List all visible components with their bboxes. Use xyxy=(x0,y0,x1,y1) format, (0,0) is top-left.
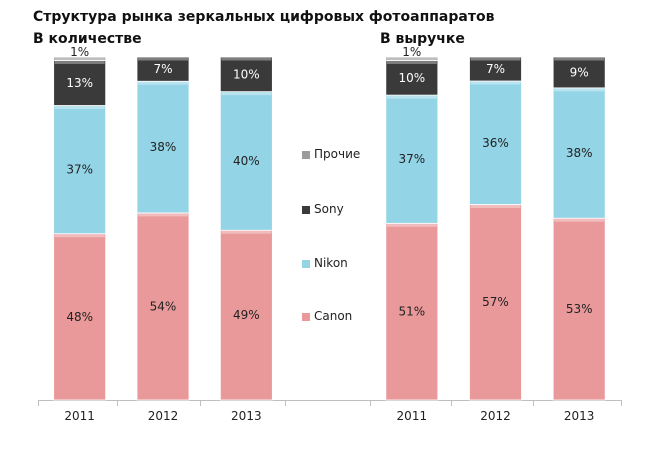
x-tick-label: 2012 xyxy=(148,409,179,423)
data-label: 40% xyxy=(233,154,260,168)
x-tick-label: 2011 xyxy=(64,409,95,423)
bar-segment-bevel xyxy=(470,57,521,61)
bar-segment-sony xyxy=(385,60,439,96)
bar-segment-nikon xyxy=(469,80,522,205)
bar-segment-sony xyxy=(53,60,107,106)
legend-swatch xyxy=(302,205,310,214)
bar-segment-bevel xyxy=(386,95,437,99)
legend-item: Прочие xyxy=(302,147,360,161)
x-tick-label: 2012 xyxy=(480,409,511,423)
bar-segment-bevel xyxy=(386,223,437,227)
bar-segment-bevel xyxy=(470,204,521,208)
bar-segment-canon xyxy=(136,212,190,401)
bar-segment-canon xyxy=(385,222,439,401)
bar-segment-bevel xyxy=(138,81,188,85)
legend-swatch xyxy=(302,259,310,268)
data-label: 10% xyxy=(398,71,425,85)
bar-segment-прочие xyxy=(385,56,439,61)
bar-segment-bevel xyxy=(221,57,272,61)
data-label: 37% xyxy=(398,152,425,166)
bar-segment-bevel xyxy=(386,57,437,61)
bar-segment-bevel xyxy=(554,218,605,222)
legend-swatch xyxy=(302,150,310,159)
data-label: 51% xyxy=(398,305,425,319)
data-label: 1% xyxy=(402,45,421,59)
bar-segment-canon xyxy=(53,233,107,401)
panel-subtitle-revenue: В выручке xyxy=(380,31,465,47)
data-label: 49% xyxy=(233,308,260,322)
bar-segment-sony xyxy=(136,56,190,82)
bar-segment-bevel xyxy=(138,213,188,217)
bar-segment-bevel xyxy=(54,106,105,110)
bar-segment-canon xyxy=(552,217,606,401)
legend-label: Sony xyxy=(314,202,344,216)
panel-subtitle-quantity: В количестве xyxy=(33,31,142,47)
x-tick-label: 2013 xyxy=(231,409,262,423)
bar-segment-bevel xyxy=(221,230,272,234)
data-label: 37% xyxy=(66,163,93,177)
bar-segment-bevel xyxy=(54,234,105,238)
bar-segment-bevel xyxy=(138,57,188,61)
x-tick-label: 2013 xyxy=(564,409,595,423)
data-label: 36% xyxy=(482,136,509,150)
bar-segment-bevel xyxy=(386,60,437,64)
data-label: 7% xyxy=(486,62,505,76)
data-label: 48% xyxy=(66,310,93,324)
bar-segment-sony xyxy=(219,56,273,93)
chart-title: Структура рынка зеркальных цифровых фото… xyxy=(33,9,495,25)
bar-segment-nikon xyxy=(219,91,273,231)
bar-segment-bevel xyxy=(221,92,272,96)
legend-item: Nikon xyxy=(302,256,348,270)
bar-segment-nikon xyxy=(136,80,190,214)
data-label: 57% xyxy=(482,295,509,309)
legend-swatch xyxy=(302,312,310,321)
data-label: 9% xyxy=(570,65,589,79)
data-label: 38% xyxy=(566,146,593,160)
bar-segment-прочие xyxy=(53,56,107,61)
bar-segment-canon xyxy=(469,204,522,401)
bar-segment-bevel xyxy=(54,57,105,61)
legend-label: Canon xyxy=(314,309,353,323)
bar-segment-sony xyxy=(469,56,522,82)
bar-segment-nikon xyxy=(385,94,439,224)
data-label: 10% xyxy=(233,67,260,81)
bar-segment-sony xyxy=(552,56,606,89)
legend-item: Canon xyxy=(302,309,352,323)
data-label: 1% xyxy=(70,45,89,59)
x-tick-label: 2011 xyxy=(397,409,428,423)
bar-segment-nikon xyxy=(53,105,107,235)
bar-segment-bevel xyxy=(554,88,605,92)
bar-segment-canon xyxy=(219,229,273,401)
data-label: 7% xyxy=(153,62,172,76)
data-label: 54% xyxy=(150,299,177,313)
bar-segment-nikon xyxy=(552,87,606,219)
data-label: 53% xyxy=(566,302,593,316)
legend-item: Sony xyxy=(302,202,344,216)
bar-segment-bevel xyxy=(554,57,605,61)
legend-label: Nikon xyxy=(314,256,348,270)
bar-segment-bevel xyxy=(54,60,105,64)
data-label: 13% xyxy=(66,76,93,90)
bar-segment-bevel xyxy=(470,81,521,85)
data-label: 38% xyxy=(150,140,177,154)
legend-label: Прочие xyxy=(314,147,361,161)
